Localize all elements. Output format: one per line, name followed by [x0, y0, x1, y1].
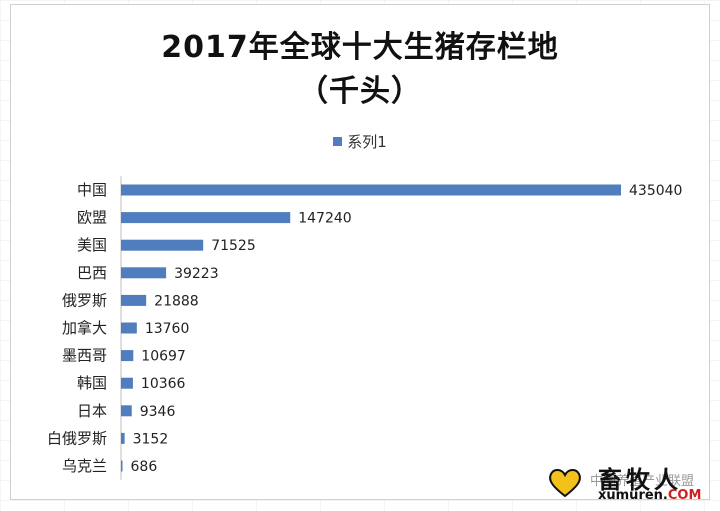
category-label: 欧盟: [77, 209, 107, 227]
watermark-url-main: xumuren.: [598, 488, 668, 503]
heart-logo-icon: [549, 469, 581, 498]
data-label: 10366: [141, 376, 186, 392]
data-label: 686: [131, 459, 158, 475]
bar: [121, 294, 147, 306]
category-label: 中国: [77, 181, 107, 199]
chart-legend: 系列1: [0, 131, 720, 152]
chart-frame: [10, 4, 710, 500]
bar: [121, 350, 134, 362]
bar: [121, 432, 125, 444]
watermark-logo-text: 畜牧人: [598, 466, 682, 494]
category-label: 加拿大: [62, 319, 107, 337]
data-label: 21888: [154, 293, 199, 309]
bar: [121, 212, 291, 224]
data-label: 435040: [629, 183, 682, 199]
bar: [121, 322, 137, 334]
category-label: 巴西: [77, 264, 107, 282]
bar: [121, 239, 204, 251]
data-label: 39223: [174, 266, 219, 282]
bar: [121, 460, 123, 472]
watermark-url: xumuren.COM: [598, 488, 701, 503]
data-label: 9346: [140, 404, 176, 420]
data-label: 3152: [133, 431, 169, 447]
category-label: 韩国: [77, 374, 107, 392]
watermark-url-suffix: COM: [667, 488, 702, 503]
chart-subtitle: （千头）: [298, 74, 422, 109]
data-label: 10697: [141, 349, 186, 365]
bar: [121, 405, 132, 417]
category-label: 白俄罗斯: [47, 429, 107, 447]
bar: [121, 267, 167, 279]
data-label: 71525: [211, 238, 256, 254]
data-label: 147240: [298, 211, 351, 227]
category-label: 美国: [77, 236, 107, 254]
bar: [121, 377, 133, 389]
watermark-text: 中国养殖产业联盟: [590, 474, 695, 489]
category-label: 日本: [77, 402, 107, 420]
category-label: 乌克兰: [62, 457, 107, 475]
legend-swatch: [333, 137, 343, 146]
category-label: 墨西哥: [62, 347, 107, 365]
legend-label: 系列1: [347, 133, 387, 151]
chart-title: 2017年全球十大生猪存栏地: [161, 30, 559, 65]
data-label: 13760: [145, 321, 190, 337]
category-label: 俄罗斯: [62, 291, 107, 309]
bar: [121, 184, 621, 196]
